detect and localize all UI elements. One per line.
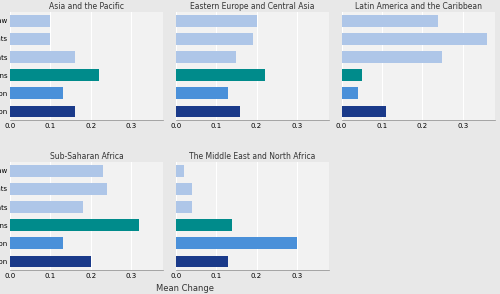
- Bar: [176, 165, 184, 177]
- Bar: [176, 106, 240, 117]
- Bar: [176, 69, 264, 81]
- Bar: [176, 255, 229, 267]
- Bar: [10, 51, 74, 63]
- Bar: [176, 219, 233, 231]
- Bar: [342, 87, 357, 99]
- Bar: [342, 33, 487, 45]
- Bar: [10, 106, 74, 117]
- Bar: [176, 87, 229, 99]
- Bar: [176, 51, 236, 63]
- Bar: [10, 165, 103, 177]
- Bar: [10, 33, 50, 45]
- Bar: [176, 183, 192, 195]
- Title: Sub-Saharan Africa: Sub-Saharan Africa: [50, 152, 124, 161]
- Bar: [10, 15, 50, 27]
- Bar: [176, 201, 192, 213]
- Title: The Middle East and North Africa: The Middle East and North Africa: [190, 152, 316, 161]
- Bar: [342, 15, 438, 27]
- Title: Asia and the Pacific: Asia and the Pacific: [49, 2, 124, 11]
- Bar: [10, 238, 62, 249]
- Bar: [10, 255, 91, 267]
- Bar: [342, 69, 361, 81]
- Title: Eastern Europe and Central Asia: Eastern Europe and Central Asia: [190, 2, 315, 11]
- Bar: [342, 51, 442, 63]
- Bar: [10, 219, 139, 231]
- Bar: [10, 201, 83, 213]
- Bar: [342, 106, 386, 117]
- Bar: [176, 33, 252, 45]
- Bar: [10, 183, 107, 195]
- Bar: [10, 69, 99, 81]
- Bar: [176, 238, 297, 249]
- Text: Mean Change: Mean Change: [156, 283, 214, 293]
- Bar: [10, 87, 62, 99]
- Title: Latin America and the Caribbean: Latin America and the Caribbean: [355, 2, 482, 11]
- Bar: [176, 15, 256, 27]
